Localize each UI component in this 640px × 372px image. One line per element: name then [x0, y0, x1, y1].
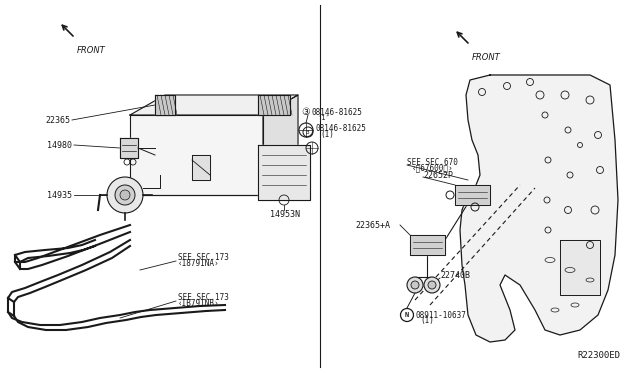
Text: (1): (1)	[320, 129, 334, 138]
Circle shape	[115, 185, 135, 205]
Circle shape	[407, 277, 423, 293]
Text: SEE SEC.670: SEE SEC.670	[407, 157, 458, 167]
Text: 08911-10637: 08911-10637	[416, 311, 467, 320]
Text: 14953N: 14953N	[270, 210, 300, 219]
Polygon shape	[258, 145, 310, 200]
Text: 14980: 14980	[47, 141, 72, 150]
Text: SEE SEC.173: SEE SEC.173	[178, 253, 229, 263]
Text: ‹18791NA›: ‹18791NA›	[178, 260, 220, 269]
Polygon shape	[192, 155, 210, 180]
Text: R22300ED: R22300ED	[577, 351, 620, 360]
Circle shape	[120, 190, 130, 200]
Text: 3: 3	[306, 129, 310, 135]
Text: 22652P: 22652P	[423, 170, 453, 180]
Text: ③: ③	[301, 107, 310, 117]
Polygon shape	[560, 240, 600, 295]
Circle shape	[107, 177, 143, 213]
Text: ‹IB791NB›: ‹IB791NB›	[178, 299, 220, 308]
Circle shape	[411, 281, 419, 289]
Polygon shape	[258, 95, 290, 115]
Polygon shape	[130, 115, 263, 195]
Text: FRONT: FRONT	[77, 46, 106, 55]
Circle shape	[428, 281, 436, 289]
Text: ‹⁡67600⁢›: ‹⁡67600⁢›	[412, 164, 454, 173]
Text: 08146-81625: 08146-81625	[312, 108, 363, 116]
Text: 22365+A: 22365+A	[355, 221, 390, 230]
Polygon shape	[155, 95, 175, 115]
Text: FRONT: FRONT	[472, 53, 500, 62]
Polygon shape	[263, 95, 298, 195]
Text: 14935: 14935	[47, 190, 72, 199]
Circle shape	[424, 277, 440, 293]
Text: SEE SEC.173: SEE SEC.173	[178, 294, 229, 302]
Text: N: N	[405, 312, 409, 318]
Text: ′1″: ′1″	[318, 115, 331, 121]
Polygon shape	[130, 95, 298, 115]
Polygon shape	[455, 185, 490, 205]
Polygon shape	[410, 235, 445, 255]
Text: (1): (1)	[420, 317, 434, 326]
Text: 22740B: 22740B	[440, 270, 470, 279]
Text: 08146-81625: 08146-81625	[316, 124, 367, 132]
Polygon shape	[460, 75, 618, 342]
Text: 22365: 22365	[45, 115, 70, 125]
Polygon shape	[120, 138, 138, 158]
